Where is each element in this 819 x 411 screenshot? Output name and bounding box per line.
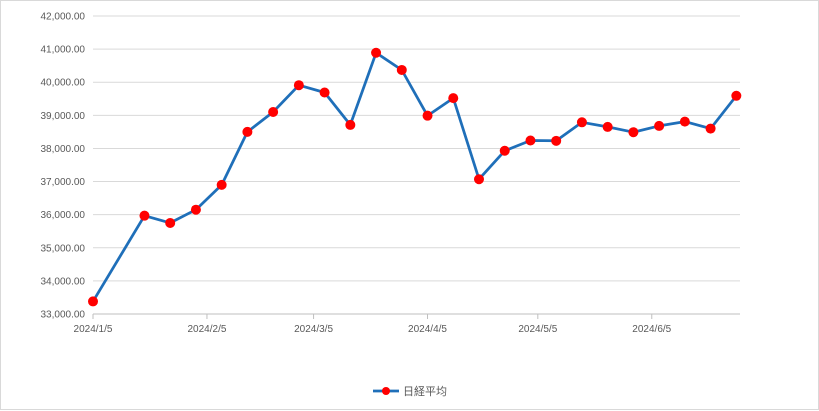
data-point: [473, 174, 484, 185]
x-tick-label: 2024/1/5: [74, 324, 113, 335]
data-point: [654, 120, 665, 131]
data-point: [190, 204, 201, 215]
x-tick-label: 2024/3/5: [294, 324, 333, 335]
y-tick-label: 33,000.00: [41, 310, 86, 321]
data-point: [293, 80, 304, 91]
data-point: [345, 119, 356, 130]
data-point: [551, 135, 562, 146]
data-point: [88, 296, 98, 307]
y-tick-label: 40,000.00: [41, 78, 86, 89]
y-tick-label: 35,000.00: [41, 243, 86, 254]
x-tick-label: 2024/2/5: [187, 324, 226, 335]
data-point: [216, 179, 227, 190]
legend-label: 日経平均: [403, 385, 447, 398]
gridlines: [93, 15, 740, 282]
x-tick-label: 2024/6/5: [632, 324, 671, 335]
data-point: [165, 217, 176, 228]
data-point: [422, 110, 433, 121]
data-point: [602, 121, 613, 132]
data-point: [371, 47, 382, 58]
y-tick-label: 38,000.00: [41, 144, 86, 155]
legend: 日経平均: [373, 385, 447, 398]
data-point: [268, 107, 279, 118]
legend-marker-swatch: [382, 387, 390, 395]
y-tick-label: 41,000.00: [41, 45, 86, 56]
series-layer: [88, 47, 742, 307]
data-point: [396, 64, 407, 75]
x-tick-label: 2024/4/5: [408, 324, 447, 335]
data-point: [448, 93, 459, 104]
y-tick-label: 36,000.00: [41, 210, 86, 221]
data-point: [576, 117, 587, 128]
data-point: [242, 126, 253, 137]
y-tick-label: 34,000.00: [41, 276, 86, 287]
y-tick-label: 42,000.00: [41, 12, 86, 23]
data-point: [679, 116, 690, 127]
data-point: [319, 87, 330, 98]
data-point: [628, 127, 639, 138]
axes: 33,000.00 34,000.00 35,000.00 36,000.00 37,0…: [41, 12, 740, 335]
x-tick-label: 2024/5/5: [518, 324, 557, 335]
y-tick-label: 39,000.00: [41, 111, 86, 122]
data-point: [139, 210, 150, 221]
series-line: [91, 51, 738, 303]
y-tick-label: 37,000.00: [41, 177, 86, 188]
data-point: [731, 90, 742, 101]
data-point: [705, 123, 716, 134]
data-point: [525, 135, 536, 146]
data-point: [499, 145, 510, 156]
